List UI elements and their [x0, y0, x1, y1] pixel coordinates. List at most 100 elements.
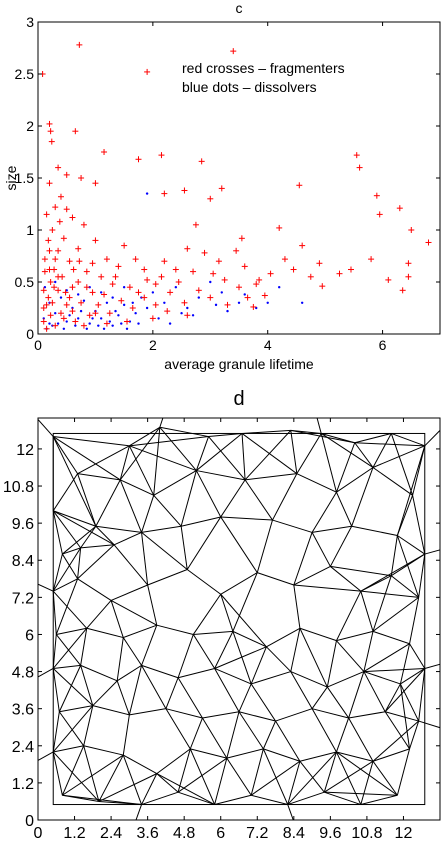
dissolver-dot — [131, 301, 134, 304]
dissolver-dot — [43, 286, 47, 289]
mesh-edge — [116, 664, 142, 682]
panel-c-y-tick-label: 1.5 — [15, 170, 35, 186]
fragmenter-cross — [92, 237, 99, 244]
fragmenter-cross — [276, 224, 283, 231]
mesh-edge — [165, 708, 191, 750]
mesh-edge — [363, 643, 410, 672]
mesh-edge — [360, 794, 398, 806]
dissolver-dot — [74, 324, 77, 327]
mesh-edge — [52, 705, 94, 753]
fragmenter-cross — [75, 245, 82, 252]
fragmenter-cross — [336, 270, 343, 277]
panel-d-title: d — [233, 388, 244, 410]
dissolver-dot — [300, 301, 304, 304]
fragmenter-cross — [376, 211, 383, 218]
fragmenter-cross — [103, 256, 110, 263]
mesh-edge — [77, 445, 130, 475]
mesh-edge — [52, 627, 88, 669]
dissolver-dot — [97, 324, 100, 327]
mesh-edge — [391, 432, 425, 447]
mesh-edge — [214, 668, 240, 713]
mesh-edge — [190, 748, 227, 759]
fragmenter-cross — [347, 266, 354, 273]
mesh-edge — [226, 757, 252, 796]
fragmenter-cross — [92, 310, 99, 317]
mesh-edge — [122, 637, 142, 666]
mesh-edge — [336, 590, 362, 641]
mesh-edge — [52, 510, 82, 549]
mesh-edge — [177, 757, 228, 793]
fragmenter-cross — [290, 266, 297, 273]
mesh-edge — [55, 578, 79, 635]
mesh-edge — [153, 427, 161, 496]
dissolver-dot — [174, 286, 178, 289]
fragmenter-cross — [218, 185, 225, 192]
mesh-edge — [226, 711, 240, 759]
dissolver-dot — [54, 280, 57, 284]
mesh-edge — [38, 418, 54, 437]
mesh-edge — [62, 754, 124, 796]
fragmenter-cross — [46, 247, 53, 254]
mesh-edge — [262, 748, 289, 805]
panel-d-y-tick-label: 12 — [16, 442, 34, 459]
panel-d-mesh: d 00 1.2 1.2 2.4 2.4 3.6 3.6 4.8 4.8 6 6 7.2 7.2 8.4 8… — [3, 388, 441, 842]
fragmenter-cross — [101, 149, 108, 155]
fragmenter-cross — [167, 289, 174, 296]
mesh-edge — [257, 572, 294, 586]
fragmenter-cross — [184, 312, 191, 319]
mesh-edge — [180, 470, 197, 527]
mesh-edge — [238, 711, 264, 750]
dissolver-dot — [99, 291, 103, 294]
fragmenter-cross — [405, 260, 412, 267]
dissolver-dot — [79, 309, 83, 313]
fragmenter-cross — [101, 291, 108, 298]
fragmenter-cross — [129, 305, 136, 311]
mesh-edge — [336, 751, 398, 796]
fragmenter-cross — [316, 260, 323, 267]
fragmenter-cross — [373, 192, 380, 199]
fragmenter-cross — [356, 164, 363, 171]
mesh-edge — [214, 646, 267, 669]
panel-d-x-tick-label: 6 — [216, 825, 225, 842]
fragmenter-cross — [135, 156, 142, 163]
fragmenter-cross — [45, 294, 52, 301]
mesh-edge — [119, 479, 143, 533]
panel-d-inner-box — [52, 432, 426, 806]
fragmenter-cross — [281, 256, 288, 263]
mesh-edge — [320, 433, 374, 468]
mesh-edge — [384, 711, 410, 750]
mesh-edge — [299, 627, 337, 642]
mesh-edge — [220, 593, 267, 648]
panel-c-scatter: c 0 2 4 6 0 0.5 1 1.5 2 2.5 3 red crosses – fragme… — [3, 0, 441, 372]
dissolver-dot — [266, 301, 269, 304]
dissolver-dot — [56, 322, 60, 325]
panel-d-y-tick-label: 9.6 — [12, 516, 34, 533]
mesh-edge — [311, 708, 349, 719]
dissolver-dot — [197, 296, 200, 299]
mesh-edge — [80, 665, 94, 706]
mesh-edge — [226, 748, 264, 759]
mesh-edge — [83, 745, 100, 802]
mesh-edge — [293, 584, 361, 592]
mesh-edge — [110, 600, 158, 626]
mesh-edge — [397, 535, 426, 555]
mesh-edge — [135, 804, 143, 820]
fragmenter-cross — [296, 182, 303, 189]
mesh-edge — [186, 569, 222, 595]
mesh-edge — [250, 748, 264, 796]
mesh-edge — [316, 418, 322, 434]
mesh-edge — [396, 535, 420, 598]
fragmenter-cross — [115, 263, 122, 270]
fragmenter-cross — [55, 287, 62, 294]
mesh-edge — [180, 526, 188, 570]
dissolver-dot — [71, 306, 74, 310]
mesh-edge — [296, 473, 337, 493]
mesh-edge — [385, 711, 419, 722]
mesh-edge — [165, 677, 179, 709]
dissolver-dot — [99, 317, 103, 320]
mesh-edge — [321, 432, 355, 444]
mesh-edge — [251, 671, 291, 685]
mesh-edge — [220, 516, 258, 573]
mesh-edge — [52, 668, 94, 706]
fragmenter-cross — [241, 263, 248, 270]
